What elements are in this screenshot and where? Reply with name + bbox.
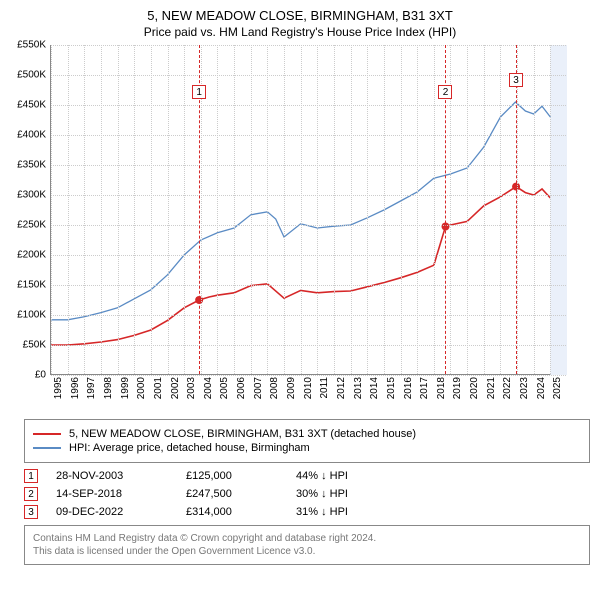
x-tick-label: 2001	[153, 377, 164, 399]
event-diff: 44% ↓ HPI	[296, 470, 348, 482]
plot-area: 1 2 3	[50, 45, 566, 375]
event-marker-1: 1	[192, 85, 206, 99]
legend-item: 5, NEW MEADOW CLOSE, BIRMINGHAM, B31 3XT…	[33, 428, 581, 440]
x-tick-label: 2009	[286, 377, 297, 399]
x-tick-label: 2024	[536, 377, 547, 399]
footer-line-2: This data is licensed under the Open Gov…	[33, 545, 581, 558]
x-tick-label: 2004	[203, 377, 214, 399]
y-tick-label: £250K	[17, 220, 46, 231]
event-diff: 31% ↓ HPI	[296, 506, 348, 518]
y-tick-label: £200K	[17, 250, 46, 261]
x-tick-label: 2023	[519, 377, 530, 399]
x-tick-label: 2020	[469, 377, 480, 399]
x-tick-label: 2013	[353, 377, 364, 399]
event-row: 2 14-SEP-2018£247,50030% ↓ HPI	[24, 487, 590, 501]
x-tick-label: 2002	[170, 377, 181, 399]
legend-swatch	[33, 447, 61, 449]
y-tick-label: £100K	[17, 310, 46, 321]
event-num: 2	[24, 487, 38, 501]
x-tick-label: 2018	[436, 377, 447, 399]
y-tick-label: £500K	[17, 70, 46, 81]
x-tick-label: 2015	[386, 377, 397, 399]
y-tick-label: £300K	[17, 190, 46, 201]
footer-box: Contains HM Land Registry data © Crown c…	[24, 525, 590, 565]
x-tick-label: 2006	[236, 377, 247, 399]
x-tick-label: 2005	[219, 377, 230, 399]
x-tick-label: 1996	[70, 377, 81, 399]
chart-area: £0 £50K £100K £150K £200K £250K £300K £350K £400…	[6, 45, 566, 415]
event-diff: 30% ↓ HPI	[296, 488, 348, 500]
y-tick-label: £450K	[17, 100, 46, 111]
chart-subtitle: Price paid vs. HM Land Registry's House …	[0, 23, 600, 45]
y-tick-label: £550K	[17, 40, 46, 51]
y-tick-label: £150K	[17, 280, 46, 291]
event-marker-3: 3	[509, 73, 523, 87]
event-date: 28-NOV-2003	[56, 470, 186, 482]
event-num: 3	[24, 505, 38, 519]
x-tick-label: 2025	[552, 377, 563, 399]
x-tick-label: 1998	[103, 377, 114, 399]
x-tick-label: 2011	[319, 377, 330, 399]
event-price: £314,000	[186, 506, 296, 518]
x-tick-label: 2014	[369, 377, 380, 399]
legend-label: HPI: Average price, detached house, Birm…	[69, 442, 310, 454]
legend-box: 5, NEW MEADOW CLOSE, BIRMINGHAM, B31 3XT…	[24, 419, 590, 463]
y-tick-label: £400K	[17, 130, 46, 141]
x-axis-labels: 1995 1996 1997 1998 1999 2000 2001 2002 2003 2004…	[50, 377, 566, 415]
x-tick-label: 2010	[303, 377, 314, 399]
event-price: £247,500	[186, 488, 296, 500]
x-tick-label: 2012	[336, 377, 347, 399]
event-date: 14-SEP-2018	[56, 488, 186, 500]
chart-title: 5, NEW MEADOW CLOSE, BIRMINGHAM, B31 3XT	[0, 0, 600, 23]
event-row: 1 28-NOV-2003£125,00044% ↓ HPI	[24, 469, 590, 483]
x-tick-label: 2017	[419, 377, 430, 399]
event-marker-2: 2	[438, 85, 452, 99]
event-num: 1	[24, 469, 38, 483]
x-tick-label: 1997	[86, 377, 97, 399]
event-row: 3 09-DEC-2022£314,00031% ↓ HPI	[24, 505, 590, 519]
y-axis-labels: £0£50K£100K£150K£200K£250K£300K£350K£400…	[6, 45, 48, 375]
x-tick-label: 2016	[403, 377, 414, 399]
legend-item: HPI: Average price, detached house, Birm…	[33, 442, 581, 454]
event-price: £125,000	[186, 470, 296, 482]
x-tick-label: 2019	[452, 377, 463, 399]
x-tick-label: 1999	[120, 377, 131, 399]
y-tick-label: £350K	[17, 160, 46, 171]
x-tick-label: 2007	[253, 377, 264, 399]
legend-swatch	[33, 433, 61, 435]
x-tick-label: 2000	[136, 377, 147, 399]
y-tick-label: £0	[35, 370, 46, 381]
x-tick-label: 2008	[269, 377, 280, 399]
legend-label: 5, NEW MEADOW CLOSE, BIRMINGHAM, B31 3XT…	[69, 428, 416, 440]
chart-svg	[51, 45, 566, 374]
event-date: 09-DEC-2022	[56, 506, 186, 518]
events-table: 1 28-NOV-2003£125,00044% ↓ HPI 2 14-SEP-201…	[24, 469, 590, 519]
x-tick-label: 2022	[502, 377, 513, 399]
x-tick-label: 2021	[486, 377, 497, 399]
x-tick-label: 1995	[53, 377, 64, 399]
x-tick-label: 2003	[186, 377, 197, 399]
y-tick-label: £50K	[23, 340, 46, 351]
footer-line-1: Contains HM Land Registry data © Crown c…	[33, 532, 581, 545]
